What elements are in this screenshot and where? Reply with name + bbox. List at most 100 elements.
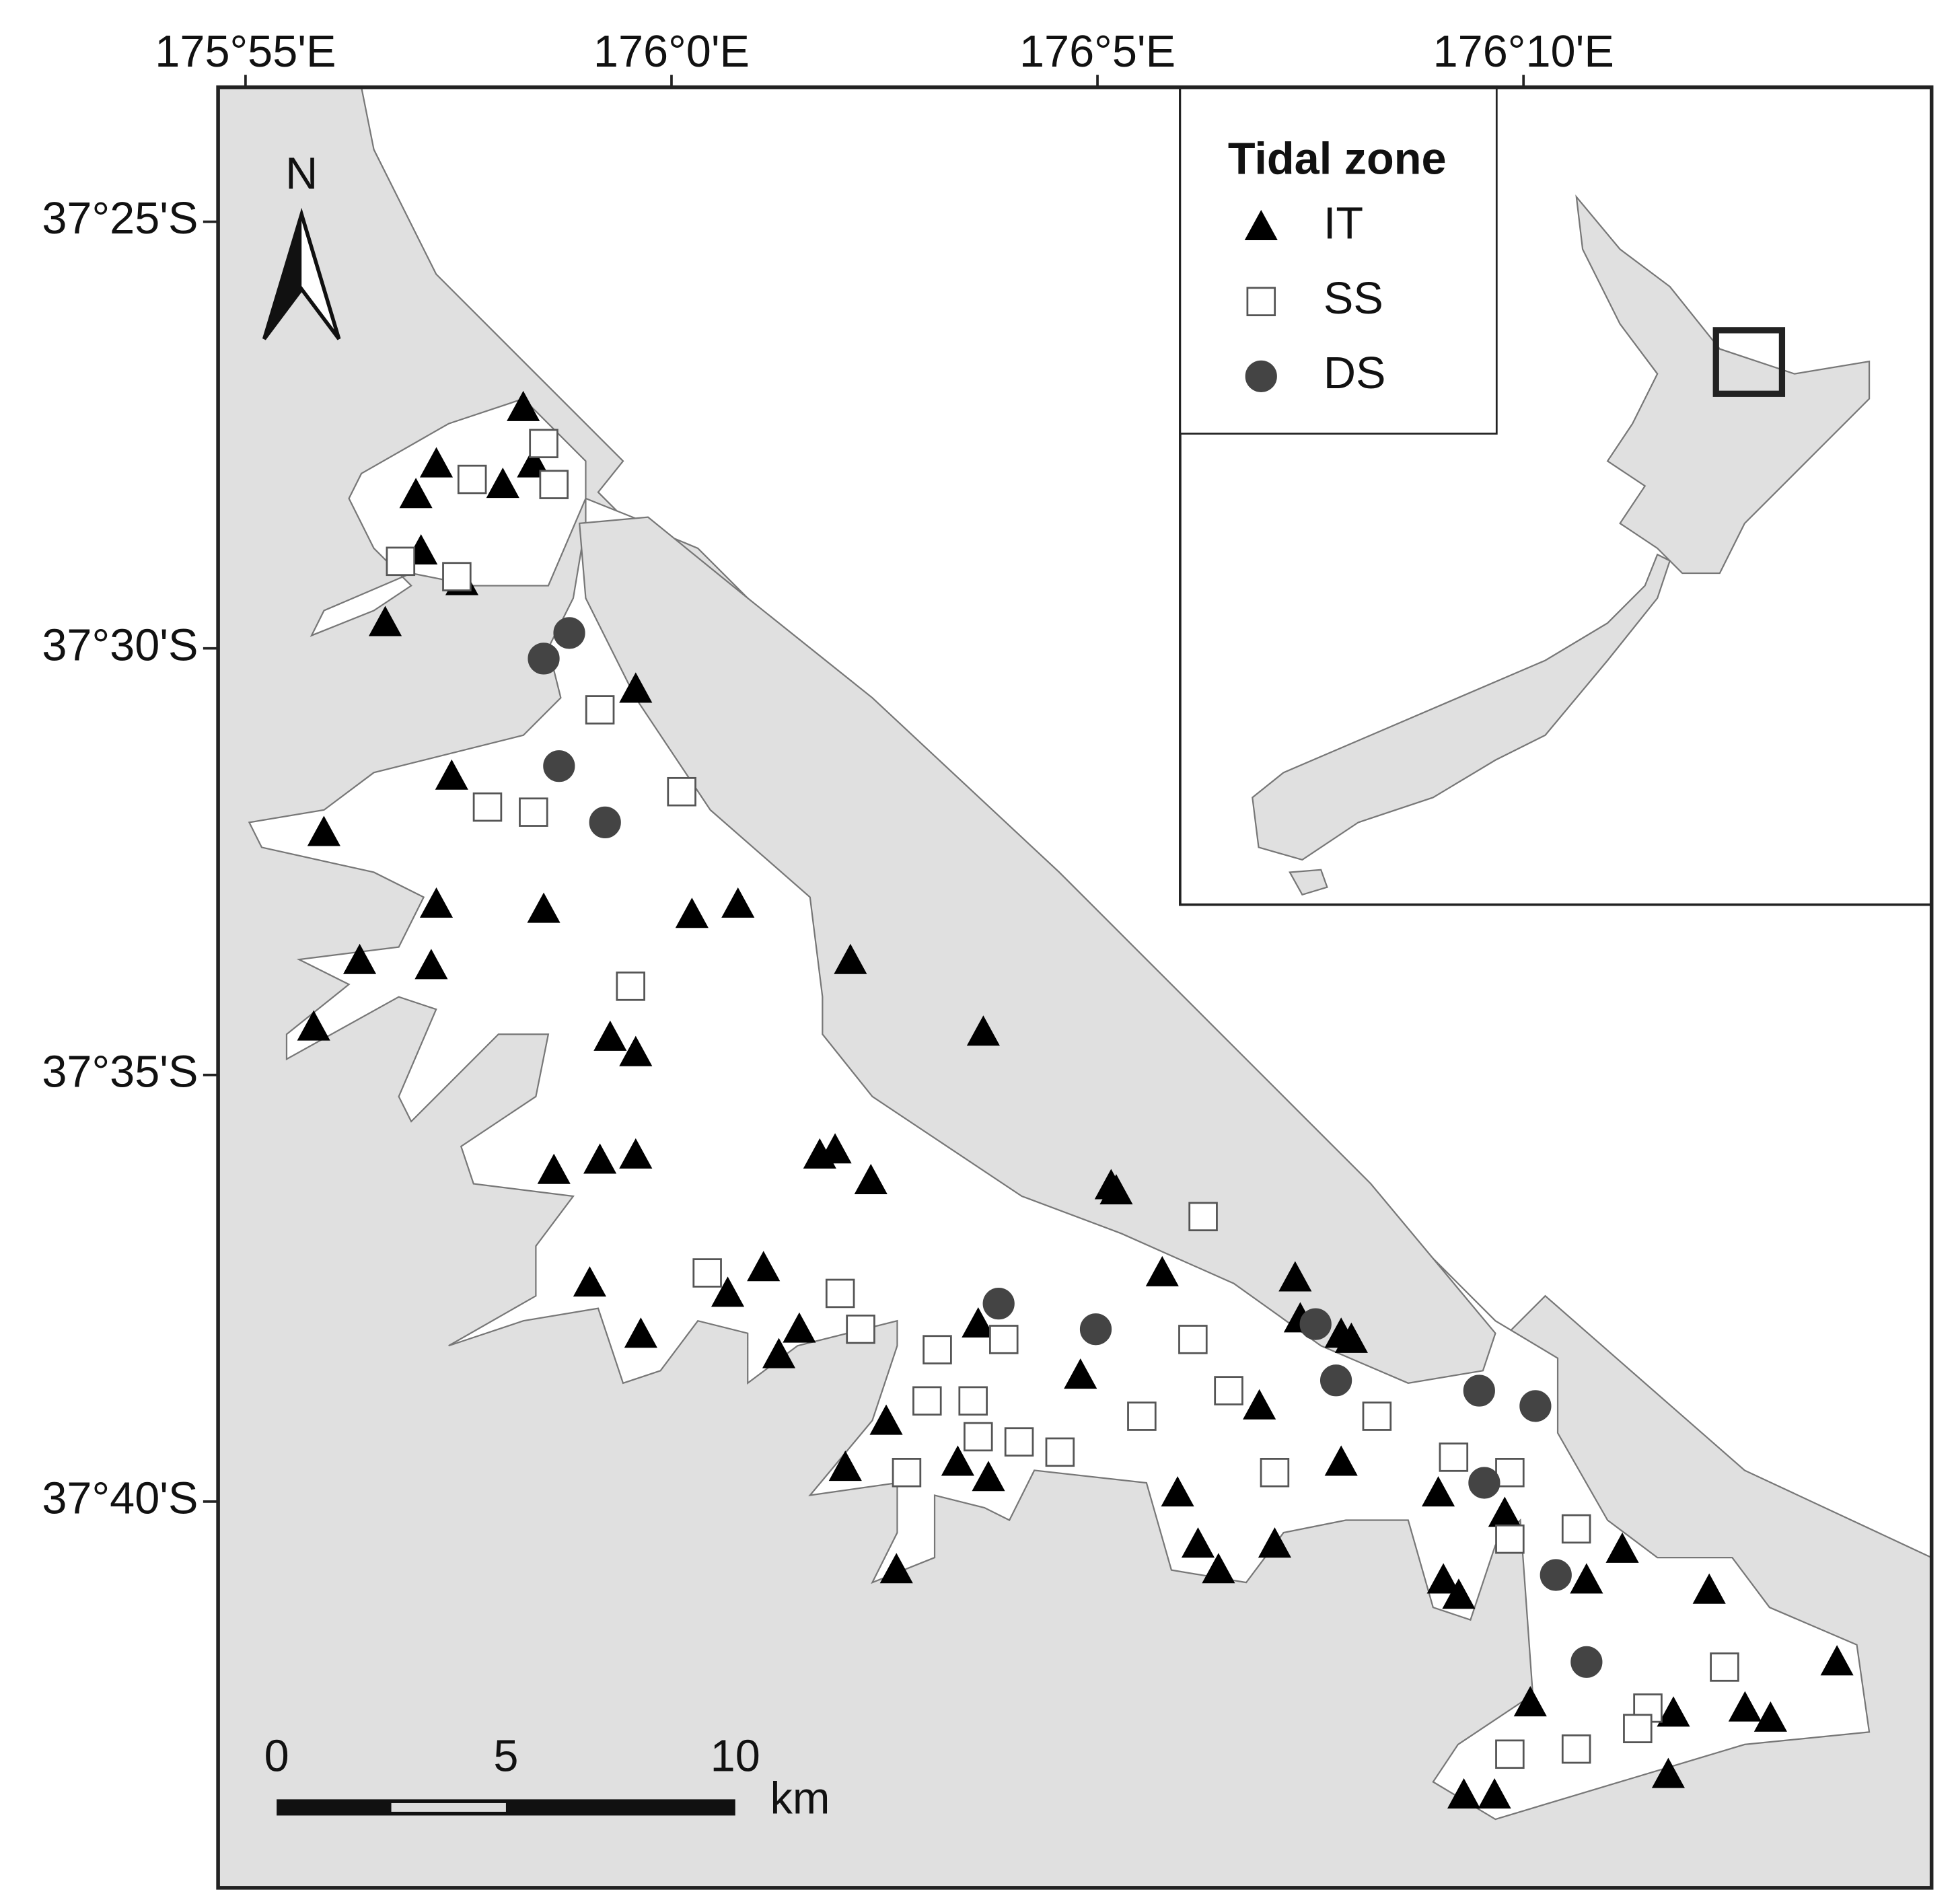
site-it [962, 1307, 995, 1338]
site-it [527, 892, 560, 923]
site-it [834, 943, 867, 974]
site-it [486, 468, 519, 499]
site-it [593, 1020, 627, 1051]
site-ss [1623, 1714, 1653, 1743]
y-tick-label: 37°25'S [42, 194, 198, 244]
site-it [721, 887, 755, 918]
site-it [1324, 1445, 1358, 1476]
site-it [1161, 1476, 1194, 1507]
site-ss [1045, 1437, 1075, 1467]
site-it [624, 1317, 657, 1348]
site-ss [846, 1314, 875, 1344]
site-ss [667, 776, 696, 807]
site-it [1145, 1255, 1179, 1286]
site-it [619, 1138, 653, 1169]
site-it [1181, 1527, 1215, 1558]
site-it [1442, 1578, 1476, 1609]
site-it [1421, 1476, 1455, 1507]
site-ss [1439, 1442, 1469, 1472]
site-it [972, 1461, 1005, 1492]
site-it [1820, 1645, 1854, 1676]
x-tick-label: 176°10'E [1433, 27, 1614, 77]
site-ds [553, 617, 585, 649]
site-ss [989, 1325, 1019, 1354]
site-ss [892, 1458, 922, 1488]
site-ss [472, 792, 503, 822]
site-it [1099, 1174, 1133, 1205]
site-ss [825, 1278, 855, 1309]
site-it [747, 1251, 781, 1282]
site-it [1651, 1757, 1685, 1788]
site-ss [692, 1258, 722, 1288]
site-it [762, 1338, 796, 1368]
site-it [1513, 1686, 1547, 1717]
site-ss [457, 464, 487, 495]
scale-unit: km [770, 1774, 830, 1824]
site-it [619, 1035, 653, 1066]
site-it [1753, 1701, 1787, 1732]
site-it [818, 1133, 852, 1164]
site-ss [1561, 1514, 1591, 1544]
site-ss [1214, 1376, 1243, 1405]
site-it [1426, 1563, 1460, 1594]
site-it [854, 1163, 888, 1194]
site-ss [386, 546, 416, 577]
legend-marker [1246, 287, 1276, 316]
legend-label: DS [1324, 349, 1386, 398]
site-it [966, 1015, 1000, 1046]
north-label: N [285, 149, 318, 199]
north-arrow-fill [264, 214, 302, 339]
y-tick-label: 37°30'S [42, 620, 198, 670]
site-it [1278, 1261, 1312, 1292]
site-ds [1319, 1364, 1352, 1397]
site-it [537, 1153, 571, 1184]
site-ds [1299, 1308, 1332, 1340]
site-ss [1188, 1202, 1218, 1232]
site-it [941, 1445, 974, 1476]
y-tick-label: 37°40'S [42, 1474, 198, 1524]
site-ss [1495, 1458, 1525, 1488]
site-ss [442, 562, 472, 591]
y-tick-label: 37°35'S [42, 1047, 198, 1097]
x-tick-label: 175°55'E [155, 27, 336, 77]
legend-label: IT [1324, 199, 1363, 249]
site-it [1202, 1553, 1235, 1584]
site-it [573, 1266, 606, 1297]
site-ss [1004, 1427, 1034, 1457]
site-it [1605, 1532, 1639, 1563]
site-it [342, 943, 377, 974]
x-tick-label: 176°0'E [593, 27, 750, 77]
site-ds [589, 806, 621, 838]
site-ss [585, 695, 615, 725]
site-ds [1468, 1467, 1500, 1499]
site-it [1447, 1778, 1481, 1809]
site-ss [616, 972, 645, 1001]
site-it [1657, 1696, 1690, 1727]
site-ss [1710, 1652, 1739, 1682]
site-ss [912, 1386, 942, 1416]
site-it [1258, 1527, 1291, 1558]
site-ds [1079, 1313, 1112, 1346]
site-ss [958, 1386, 988, 1416]
north-island [1575, 194, 1871, 575]
site-ds [1463, 1375, 1495, 1407]
site-ss [1127, 1401, 1157, 1431]
site-ss [922, 1335, 952, 1364]
legend-title: Tidal zone [1228, 134, 1447, 184]
site-ss [1362, 1401, 1392, 1431]
x-tick-label: 176°5'E [1019, 27, 1175, 77]
island [579, 516, 1496, 1384]
site-ds [1570, 1646, 1603, 1678]
site-it [414, 949, 448, 980]
site-it [1334, 1322, 1368, 1353]
site-ss [539, 470, 569, 499]
scale-label: 5 [493, 1732, 518, 1782]
site-it [783, 1312, 816, 1343]
scale-label: 0 [264, 1732, 289, 1782]
site-ds [528, 643, 560, 675]
site-it [869, 1404, 903, 1435]
site-it [675, 898, 709, 928]
site-ss [1178, 1325, 1208, 1354]
